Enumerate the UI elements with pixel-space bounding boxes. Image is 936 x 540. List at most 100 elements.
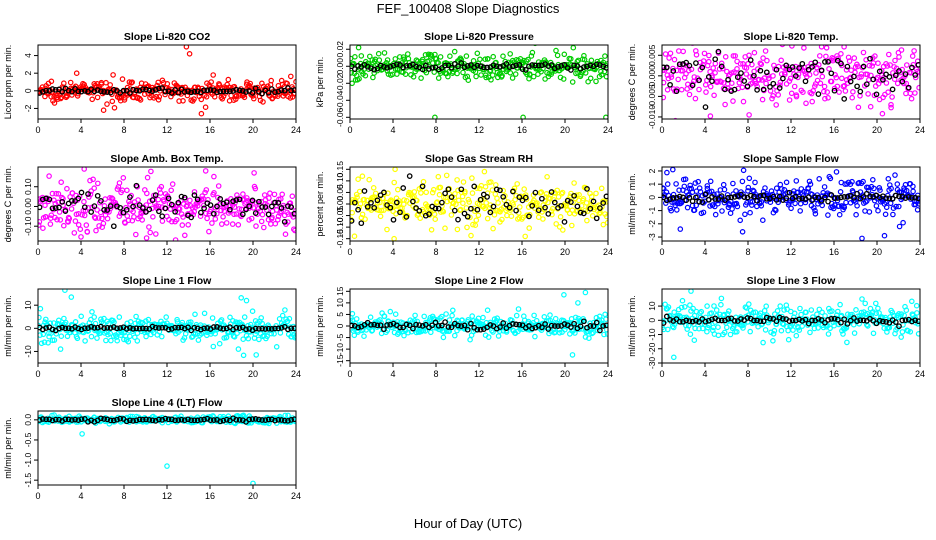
data-point	[92, 215, 99, 222]
data-point	[264, 333, 270, 340]
mean-point	[223, 416, 230, 423]
mean-point	[194, 417, 201, 424]
data-point	[750, 187, 756, 194]
data-point	[739, 84, 746, 91]
data-point	[910, 61, 917, 68]
data-point	[180, 98, 186, 104]
data-point	[872, 300, 879, 307]
data-point	[60, 202, 66, 209]
mean-point	[693, 60, 699, 66]
panel-title: Slope Line 4 (LT) Flow	[112, 397, 223, 409]
data-point	[198, 96, 205, 103]
data-point	[510, 202, 517, 208]
mean-point	[841, 194, 848, 200]
panel-title: Slope Amb. Box Temp.	[110, 153, 223, 165]
mean-point	[551, 323, 558, 329]
mean-point	[285, 203, 291, 209]
data-point	[581, 56, 588, 63]
data-point	[139, 217, 146, 223]
data-point	[691, 74, 698, 80]
y-tick-label: -0.05	[335, 206, 345, 226]
data-point	[748, 202, 755, 208]
mean-point	[805, 320, 812, 327]
series-points	[38, 412, 296, 485]
mean-point	[397, 209, 403, 216]
data-point	[78, 234, 84, 240]
mean-point	[455, 216, 461, 223]
mean-point	[120, 87, 127, 94]
mean-point	[165, 416, 172, 423]
data-point	[783, 179, 790, 186]
data-point	[915, 198, 920, 204]
data-point	[778, 327, 785, 334]
data-point	[454, 226, 461, 233]
plot-frame	[37, 44, 297, 120]
data-point	[432, 216, 439, 223]
data-point	[116, 180, 123, 186]
data-point	[384, 57, 391, 63]
data-point	[875, 207, 881, 214]
data-point	[356, 76, 362, 82]
y-tick-label: 15	[335, 286, 345, 296]
mean-point	[390, 216, 397, 223]
mean-point	[272, 325, 278, 332]
y-tick-label: -0.02	[335, 73, 345, 93]
y-axis-label: ml/min per min.	[627, 295, 637, 357]
data-point	[473, 73, 479, 80]
data-point	[212, 216, 219, 222]
data-point	[876, 310, 882, 316]
data-point	[866, 209, 873, 215]
data-point	[825, 331, 832, 337]
plot-frame	[661, 288, 921, 364]
mean-point	[587, 205, 594, 212]
data-point	[491, 212, 498, 218]
mean-point	[393, 199, 400, 206]
data-point	[760, 55, 766, 61]
data-point	[101, 315, 107, 322]
mean-point	[256, 325, 262, 332]
data-point	[829, 54, 836, 61]
data-point	[773, 102, 780, 108]
data-point	[418, 190, 424, 196]
y-tick-label: 0.10	[23, 178, 33, 195]
mean-point	[381, 64, 387, 70]
mean-point	[107, 417, 114, 424]
mean-point	[281, 417, 288, 424]
data-point	[422, 51, 429, 58]
data-point	[603, 73, 608, 80]
data-point	[429, 189, 436, 196]
mean-point	[909, 194, 915, 201]
data-point	[775, 92, 782, 98]
mean-point	[381, 326, 387, 333]
data-point	[567, 55, 574, 62]
data-point	[99, 215, 105, 222]
data-point	[681, 183, 688, 190]
data-point	[500, 187, 507, 194]
mean-point	[902, 71, 909, 77]
mean-point	[139, 325, 146, 332]
data-point	[723, 324, 730, 331]
data-point	[827, 325, 833, 332]
mean-point	[693, 194, 699, 201]
mean-point	[65, 87, 72, 94]
mean-point	[558, 202, 565, 209]
data-point	[476, 185, 483, 192]
data-point	[569, 352, 576, 358]
data-point	[384, 226, 390, 233]
mean-point	[75, 417, 82, 423]
mean-point	[889, 195, 896, 202]
data-point	[197, 213, 204, 220]
mean-point	[355, 324, 361, 331]
data-point	[48, 78, 55, 85]
mean-point	[773, 66, 780, 73]
mean-point	[259, 325, 265, 332]
data-point	[879, 110, 886, 117]
data-point	[898, 311, 905, 317]
data-point	[401, 197, 407, 203]
data-point	[384, 68, 391, 74]
x-tick-label: 0	[347, 369, 352, 379]
mean-point	[107, 89, 114, 96]
data-point	[747, 328, 754, 335]
data-point	[602, 311, 608, 318]
data-point	[724, 310, 731, 317]
